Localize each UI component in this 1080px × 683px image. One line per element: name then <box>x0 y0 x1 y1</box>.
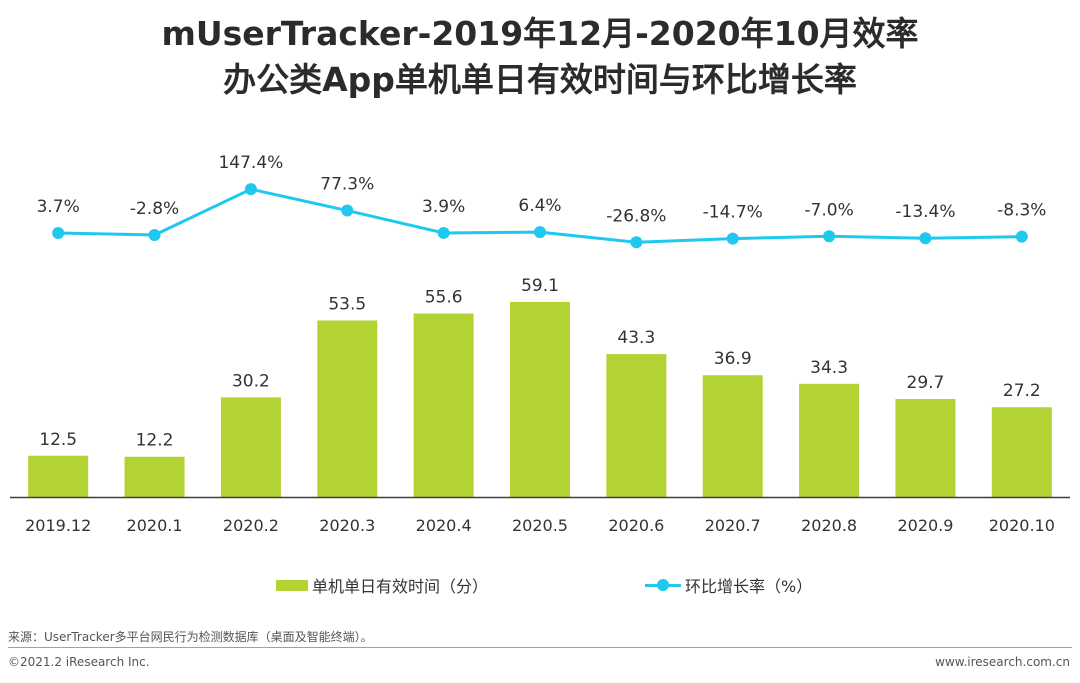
line-value-label: -13.4% <box>895 202 955 222</box>
x-tick-label: 2020.10 <box>989 516 1055 535</box>
line-point-2020.6 <box>630 236 643 249</box>
legend-line-label: 环比增长率（%） <box>685 577 813 596</box>
bar-value-label: 36.9 <box>714 349 752 369</box>
bar-2019.12 <box>28 455 89 497</box>
footer-divider <box>8 647 1072 648</box>
x-tick-label: 2020.3 <box>319 516 375 535</box>
line-value-label: -8.3% <box>997 201 1046 221</box>
bar-2020.7 <box>702 375 763 497</box>
x-tick-label: 2020.4 <box>416 516 472 535</box>
bar-value-label: 55.6 <box>425 288 463 308</box>
bar-2020.8 <box>799 383 860 497</box>
bar-2020.9 <box>895 398 956 497</box>
bar-2020.2 <box>220 397 281 497</box>
bar-2020.4 <box>413 313 474 497</box>
bar-2020.5 <box>510 301 570 497</box>
x-tick-label: 2019.12 <box>25 516 91 535</box>
line-value-label: 3.7% <box>37 197 80 217</box>
bar-2020.1 <box>124 456 185 497</box>
x-tick-label: 2020.1 <box>127 516 183 535</box>
line-point-2020.10 <box>1015 230 1028 243</box>
x-tick-label: 2020.9 <box>897 516 953 535</box>
line-point-2019.12 <box>52 227 65 239</box>
legend-line-swatch <box>645 579 681 591</box>
legend-item-line: 环比增长率（%） <box>645 573 812 597</box>
line-value-label: 77.3% <box>320 175 374 195</box>
bar-2020.6 <box>606 354 667 497</box>
legend-bar-swatch <box>276 579 308 591</box>
source-note: 来源：UserTracker多平台网民行为检测数据库（桌面及智能终端）。 <box>8 630 373 644</box>
bar-value-label: 53.5 <box>328 294 366 314</box>
copyright: ©2021.2 iResearch Inc. <box>8 655 150 669</box>
bar-value-label: 34.3 <box>810 358 848 378</box>
website-link[interactable]: www.iresearch.com.cn <box>935 655 1070 669</box>
x-tick-label: 2020.5 <box>512 516 568 535</box>
bar-value-label: 12.5 <box>39 430 77 450</box>
legend-bar-label: 单机单日有效时间（分） <box>312 577 489 596</box>
line-point-2020.9 <box>919 232 932 245</box>
bar-value-label: 59.1 <box>521 276 559 296</box>
bar-value-label: 27.2 <box>1003 381 1041 401</box>
x-tick-label: 2020.7 <box>705 516 761 535</box>
x-tick-label: 2020.6 <box>608 516 664 535</box>
line-point-2020.3 <box>341 204 354 217</box>
line-point-2020.8 <box>823 230 836 243</box>
line-value-label: -14.7% <box>703 203 763 223</box>
line-value-label: -26.8% <box>606 206 666 226</box>
chart-title-line-2: 办公类App单机单日有效时间与环比增长率 <box>223 60 857 99</box>
bar-2020.3 <box>317 320 378 497</box>
line-point-2020.2 <box>244 183 257 196</box>
x-tick-label: 2020.8 <box>801 516 857 535</box>
bar-value-label: 12.2 <box>136 431 174 451</box>
line-value-label: 6.4% <box>518 196 561 216</box>
combo-chart: 12.5 12.2 30.2 53.5 55.6 59.1 43.3 36.9 34.3 29.7… <box>10 153 1070 535</box>
line-value-label: -7.0% <box>804 200 853 220</box>
chart-title-line-1: mUserTracker-2019年12月-2020年10月效率 <box>161 14 919 53</box>
line-value-label: 3.9% <box>422 197 465 217</box>
line-point-2020.4 <box>437 226 450 239</box>
line-point-2020.1 <box>148 228 161 241</box>
bar-2020.10 <box>991 407 1052 497</box>
line-value-label: 147.4% <box>218 153 283 173</box>
bar-value-label: 30.2 <box>232 371 270 391</box>
bar-value-label: 29.7 <box>907 373 945 393</box>
line-point-2020.5 <box>534 226 546 239</box>
bar-value-label: 43.3 <box>617 328 655 348</box>
x-tick-label: 2020.2 <box>223 516 279 535</box>
line-point-2020.7 <box>726 232 739 245</box>
line-value-label: -2.8% <box>130 199 179 219</box>
legend-item-bar: 单机单日有效时间（分） <box>276 573 488 597</box>
